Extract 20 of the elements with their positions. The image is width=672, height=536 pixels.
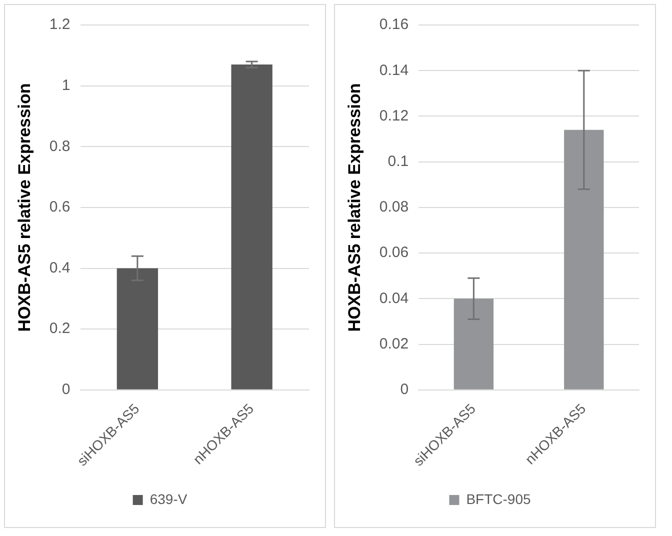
y-tick-label: 0 bbox=[400, 381, 409, 398]
y-tick-label: 0.06 bbox=[379, 244, 409, 262]
y-tick-label: 0.14 bbox=[379, 62, 409, 79]
y-tick-label: 0.02 bbox=[379, 335, 409, 352]
y-tick-label: 0 bbox=[62, 381, 70, 398]
y-tick-label: 0.1 bbox=[388, 152, 409, 170]
y-tick-label: 1 bbox=[62, 76, 70, 94]
legend-label: 639-V bbox=[150, 490, 188, 507]
y-axis-title: HOXB-AS5 relative Expression bbox=[14, 83, 34, 332]
y-tick-label: 0.6 bbox=[49, 198, 70, 216]
y-tick-label: 1.2 bbox=[49, 16, 70, 34]
y-tick-label: 0.16 bbox=[379, 16, 409, 34]
y-tick-label: 0.8 bbox=[49, 138, 70, 155]
legend-label: BFTC-905 bbox=[466, 490, 531, 507]
y-axis-title: HOXB-AS5 relative Expression bbox=[344, 83, 364, 332]
y-tick-label: 0.2 bbox=[49, 320, 70, 338]
y-tick-label: 0.08 bbox=[379, 198, 409, 216]
y-tick-label: 0.04 bbox=[379, 290, 409, 307]
y-tick-label: 0.4 bbox=[49, 259, 70, 276]
y-tick-label: 0.12 bbox=[379, 107, 409, 124]
